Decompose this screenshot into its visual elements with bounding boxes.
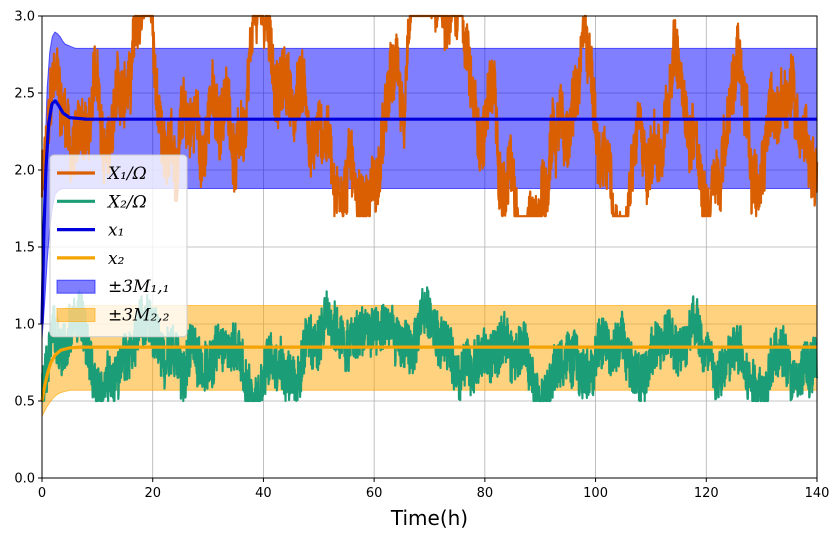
- legend-swatch-band: [56, 279, 96, 294]
- x-tick-label: 80: [477, 486, 494, 501]
- legend-swatch-band: [56, 308, 96, 322]
- legend-label: X₂/Ω: [106, 192, 147, 212]
- x-tick-label: 120: [694, 486, 719, 501]
- y-tick-label: 1.5: [14, 241, 35, 256]
- x-axis-title: Time(h): [390, 506, 468, 530]
- y-tick-label: 2.0: [14, 164, 35, 179]
- x-tick-label: 20: [144, 486, 161, 501]
- x-tick-label: 40: [255, 486, 272, 501]
- y-tick-label: 0.5: [14, 395, 35, 410]
- x-tick-label: 140: [805, 486, 830, 501]
- x-tick-label: 60: [366, 486, 383, 501]
- y-tick-label: 3.0: [14, 10, 35, 25]
- y-tick-label: 1.0: [14, 318, 35, 333]
- x-axis-ticks: 0 20 40 60 80 100 120 140: [38, 478, 830, 501]
- y-axis-ticks: 0.0 0.5 1.0 1.5 2.0 2.5 3.0: [14, 10, 42, 487]
- legend-label: x₂: [108, 249, 125, 269]
- legend-label: X₁/Ω: [106, 164, 147, 184]
- legend-label: ±3M₂,₂: [108, 306, 170, 326]
- x-tick-label: 100: [583, 486, 608, 501]
- series-X2-over-Omega: [40, 286, 819, 403]
- series-x1-mean: [40, 99, 817, 325]
- series-x2-mean: [40, 345, 817, 402]
- y-tick-label: 0.0: [14, 472, 35, 487]
- x-tick-label: 0: [38, 486, 46, 501]
- y-tick-label: 2.5: [14, 87, 35, 102]
- legend-label: x₁: [108, 221, 124, 241]
- legend-label: ±3M₁,₁: [108, 277, 170, 297]
- legend: X₁/Ω X₂/Ω x₁ x₂ ±3M₁,₁ ±3M₂,₂: [49, 154, 188, 338]
